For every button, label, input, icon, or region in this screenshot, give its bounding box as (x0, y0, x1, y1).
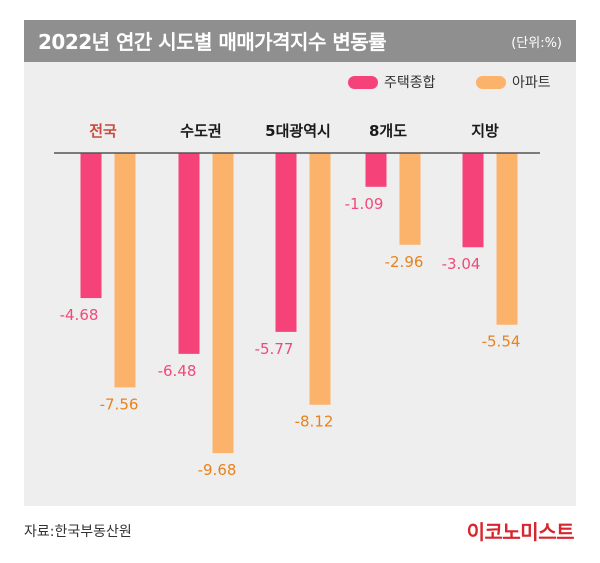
category-label-2: 5대광역시 (265, 122, 331, 140)
chart-header: 2022년 연간 시도별 매매가격지수 변동률 (단위:%) (24, 20, 576, 62)
category-label-0: 전국 (89, 122, 117, 140)
bar-housing-4 (462, 153, 484, 248)
bar-housing-3 (365, 153, 387, 187)
value-label-housing-2: -5.77 (255, 340, 294, 358)
category-label-3: 8개도 (369, 122, 407, 140)
bar-apartment-3 (399, 153, 421, 245)
legend-label-apartment: 아파트 (512, 75, 551, 91)
bar-housing-0 (80, 153, 102, 299)
value-label-apartment-4: -5.54 (482, 333, 521, 351)
legend-swatch-apartment (476, 75, 506, 89)
value-label-housing-4: -3.04 (442, 255, 481, 273)
category-label-4: 지방 (471, 122, 499, 140)
source-note: 자료:한국부동산원 (24, 524, 132, 540)
legend-item-apartment: 아파트 (476, 74, 551, 91)
value-label-apartment-2: -8.12 (295, 413, 334, 431)
bar-apartment-2 (309, 153, 331, 405)
brand-logo: 이코노미스트 (466, 520, 575, 544)
value-label-housing-1: -6.48 (158, 362, 197, 380)
value-label-apartment-3: -2.96 (385, 253, 424, 271)
bar-housing-1 (178, 153, 200, 354)
legend-swatch-housing (348, 75, 378, 89)
unit-label: (단위:%) (511, 36, 562, 51)
legend-item-housing: 주택종합 (348, 74, 436, 91)
value-label-housing-3: -1.09 (345, 195, 384, 213)
bar-apartment-4 (496, 153, 518, 325)
chart-title: 2022년 연간 시도별 매매가격지수 변동률 (38, 30, 387, 54)
bar-apartment-0 (114, 153, 136, 388)
bar-apartment-1 (212, 153, 234, 454)
bar-housing-2 (275, 153, 297, 332)
value-label-apartment-0: -7.56 (100, 395, 139, 413)
category-label-1: 수도권 (180, 122, 221, 140)
value-label-housing-0: -4.68 (60, 306, 99, 324)
value-label-apartment-1: -9.68 (198, 461, 237, 479)
legend-label-housing: 주택종합 (384, 75, 436, 91)
